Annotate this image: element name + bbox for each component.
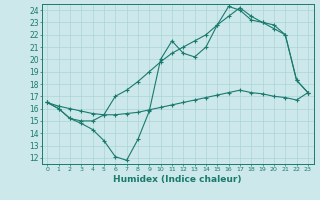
X-axis label: Humidex (Indice chaleur): Humidex (Indice chaleur): [113, 175, 242, 184]
